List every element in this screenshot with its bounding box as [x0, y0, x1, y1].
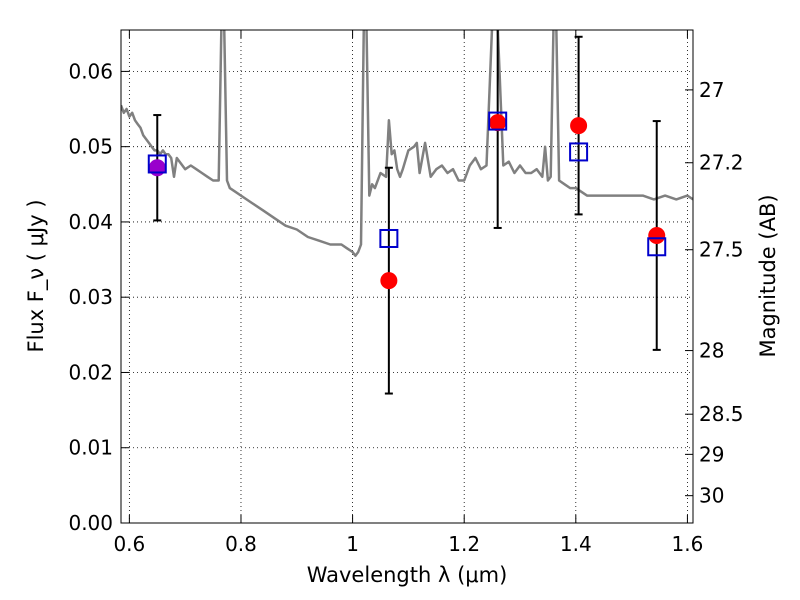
model-band-point	[488, 111, 508, 131]
model-band-point	[569, 142, 589, 162]
axis-ticks	[121, 30, 693, 524]
axis-tick-labels: 0.6 0.8 1 1.2 1.4 1.6 0.00 0.01 0.02 0.03 0.04 0.05…	[68, 59, 743, 556]
y-tick-label: 0.01	[68, 436, 113, 460]
right-tick-label: 30	[699, 484, 724, 508]
y-tick-label: 0.02	[68, 360, 113, 384]
y-tick-label: 0.03	[68, 285, 113, 309]
observed-point	[570, 117, 588, 135]
x-tick-label: 0.8	[225, 532, 257, 556]
right-tick-label: 28	[699, 339, 724, 363]
observed-point	[380, 272, 398, 290]
x-tick-label: 1.4	[560, 532, 592, 556]
right-tick-label: 27	[699, 78, 724, 102]
y-tick-label: 0.00	[68, 511, 113, 535]
right-axis-label: Magnitude (AB)	[756, 194, 780, 357]
x-tick-label: 0.6	[113, 532, 145, 556]
model-spectrum-line	[121, 30, 693, 258]
x-tick-label: 1.2	[448, 532, 480, 556]
y-tick-label: 0.05	[68, 135, 113, 159]
right-tick-label: 29	[699, 442, 724, 466]
observed-points	[148, 114, 666, 290]
y-tick-label: 0.06	[68, 59, 113, 83]
observed-point	[648, 226, 666, 244]
observed-point	[489, 114, 507, 132]
model-band-point	[647, 237, 667, 257]
x-tick-label: 1	[346, 532, 359, 556]
model-band-points	[147, 111, 667, 257]
model-band-point	[147, 154, 167, 174]
x-tick-label: 1.6	[672, 532, 704, 556]
model-band-point	[379, 228, 399, 248]
right-tick-label: 28.5	[699, 402, 744, 426]
right-tick-label: 27.5	[699, 238, 744, 262]
right-tick-label: 27.2	[699, 151, 744, 175]
x-axis-label: Wavelength λ (μm)	[307, 563, 508, 587]
y-tick-label: 0.04	[68, 210, 113, 234]
plot-frame	[120, 29, 694, 524]
y-axis-label: Flux F_ν ( μJy )	[24, 199, 49, 352]
